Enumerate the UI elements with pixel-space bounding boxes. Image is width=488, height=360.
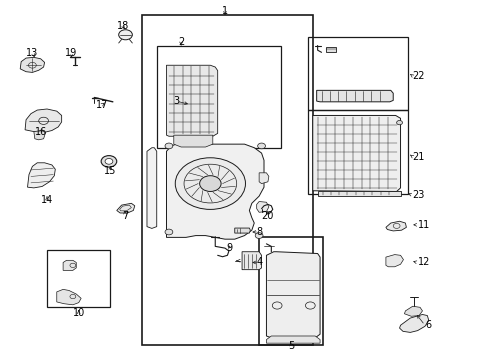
Text: 16: 16 xyxy=(35,127,47,136)
Polygon shape xyxy=(34,131,45,140)
Bar xyxy=(142,15,312,345)
Text: 23: 23 xyxy=(412,190,424,200)
Polygon shape xyxy=(117,203,135,213)
Text: 8: 8 xyxy=(256,227,262,237)
Polygon shape xyxy=(266,252,320,338)
Bar xyxy=(307,110,407,194)
Polygon shape xyxy=(20,57,44,72)
Polygon shape xyxy=(166,65,217,136)
Circle shape xyxy=(257,143,265,149)
Text: 14: 14 xyxy=(41,195,53,205)
Circle shape xyxy=(164,143,172,149)
Polygon shape xyxy=(173,135,212,147)
Polygon shape xyxy=(385,255,403,267)
Polygon shape xyxy=(27,163,55,188)
Bar xyxy=(307,37,407,110)
Polygon shape xyxy=(25,109,61,132)
Circle shape xyxy=(119,30,132,40)
Circle shape xyxy=(199,176,221,192)
Text: 18: 18 xyxy=(116,21,128,31)
Polygon shape xyxy=(57,289,81,305)
Bar xyxy=(47,250,110,307)
Text: 20: 20 xyxy=(261,211,274,221)
Polygon shape xyxy=(312,116,400,192)
Bar xyxy=(157,45,281,148)
Polygon shape xyxy=(404,306,422,316)
Polygon shape xyxy=(385,221,406,231)
Text: 10: 10 xyxy=(72,309,84,318)
Text: 2: 2 xyxy=(178,37,184,47)
Bar xyxy=(259,237,322,345)
Polygon shape xyxy=(166,144,264,239)
Text: 12: 12 xyxy=(417,257,429,267)
Polygon shape xyxy=(326,47,335,51)
Text: 13: 13 xyxy=(26,48,39,58)
Circle shape xyxy=(255,233,263,238)
Circle shape xyxy=(164,229,172,235)
Polygon shape xyxy=(317,192,400,196)
Circle shape xyxy=(105,158,113,164)
Text: 19: 19 xyxy=(65,48,78,58)
Polygon shape xyxy=(234,228,250,233)
Text: 1: 1 xyxy=(222,6,227,17)
Circle shape xyxy=(175,158,245,210)
Polygon shape xyxy=(259,173,268,184)
Text: 7: 7 xyxy=(122,211,128,221)
Polygon shape xyxy=(242,252,261,270)
Polygon shape xyxy=(63,260,76,270)
Text: 17: 17 xyxy=(96,100,108,110)
Text: 4: 4 xyxy=(256,257,262,267)
Text: 15: 15 xyxy=(104,166,116,176)
Circle shape xyxy=(101,156,117,167)
Text: 6: 6 xyxy=(424,320,430,330)
Text: 22: 22 xyxy=(412,71,425,81)
Polygon shape xyxy=(147,148,157,228)
Text: 5: 5 xyxy=(287,341,293,351)
Text: 21: 21 xyxy=(412,152,424,162)
Text: 9: 9 xyxy=(226,243,232,253)
Polygon shape xyxy=(266,336,320,343)
Circle shape xyxy=(396,121,402,125)
Polygon shape xyxy=(256,202,268,212)
Polygon shape xyxy=(316,90,392,102)
Text: 3: 3 xyxy=(173,96,179,106)
Polygon shape xyxy=(399,315,428,332)
Text: 11: 11 xyxy=(417,220,429,230)
